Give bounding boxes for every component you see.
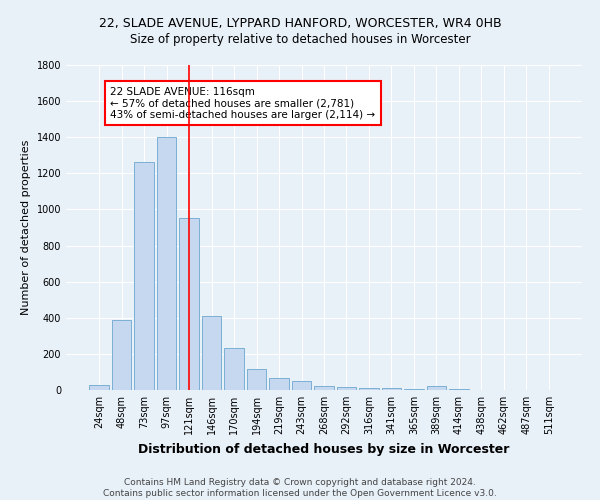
Bar [427,386,446,390]
Bar [269,378,289,390]
Text: 22 SLADE AVENUE: 116sqm
← 57% of detached houses are smaller (2,781)
43% of semi: 22 SLADE AVENUE: 116sqm ← 57% of detache… [110,86,376,120]
Bar [337,388,356,390]
Bar [112,320,131,390]
Bar [134,162,154,390]
Y-axis label: Number of detached properties: Number of detached properties [21,140,31,315]
Bar [359,388,379,390]
Bar [89,386,109,390]
Bar [292,381,311,390]
Text: Contains HM Land Registry data © Crown copyright and database right 2024.
Contai: Contains HM Land Registry data © Crown c… [103,478,497,498]
Bar [202,316,221,390]
X-axis label: Distribution of detached houses by size in Worcester: Distribution of detached houses by size … [139,442,509,456]
Text: Size of property relative to detached houses in Worcester: Size of property relative to detached ho… [130,32,470,46]
Text: 22, SLADE AVENUE, LYPPARD HANFORD, WORCESTER, WR4 0HB: 22, SLADE AVENUE, LYPPARD HANFORD, WORCE… [98,18,502,30]
Bar [382,388,401,390]
Bar [157,137,176,390]
Bar [404,388,424,390]
Bar [179,218,199,390]
Bar [247,369,266,390]
Bar [314,386,334,390]
Bar [224,348,244,390]
